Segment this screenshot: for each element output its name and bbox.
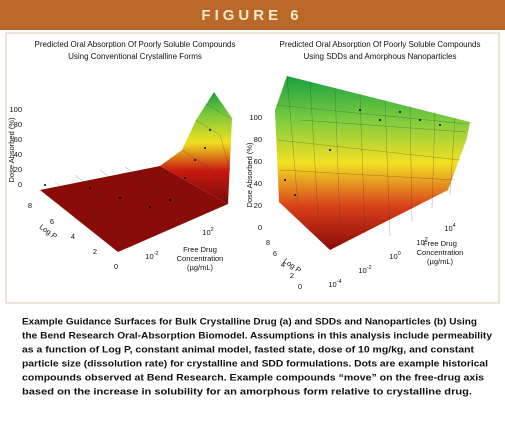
z-tick-label: 100 [249, 113, 262, 122]
z-tick-label: 40 [254, 179, 262, 188]
conc-axis-label: Concentration [177, 254, 224, 263]
z-tick-label: 60 [14, 135, 22, 144]
logp-tick-label: 2 [93, 247, 97, 256]
conc-axis-label: Free Drug [423, 239, 457, 248]
conc-tick-exp: 2 [425, 237, 428, 243]
conc-tick-exp: -2 [367, 265, 372, 271]
conc-tick-base: 10 [416, 238, 424, 247]
logp-tick-label: 6 [50, 217, 54, 226]
conc-axis-label: Concentration [417, 248, 464, 257]
conc-tick-base: 10 [202, 228, 210, 237]
surface-right [275, 75, 470, 250]
z-tick-label: 80 [254, 135, 262, 144]
conc-axis-label: Free Drug [183, 245, 217, 254]
logp-tick-label: 0 [114, 262, 118, 271]
panel-title: Predicted Oral Absorption Of Poorly Solu… [280, 40, 481, 49]
conc-tick-exp: 0 [398, 251, 401, 257]
conc-tick-base: 10 [145, 252, 153, 261]
caption-line: particle size (dissolution rate) for cry… [22, 359, 488, 370]
conc-tick-label: 100 [389, 251, 400, 261]
panel-title: Using SDDs and Amorphous Nanoparticles [304, 52, 457, 61]
surface-left [40, 92, 232, 252]
caption-line: compounds observed at Bend Research. Exa… [22, 373, 484, 384]
conc-tick-exp: -4 [337, 279, 342, 285]
z-tick-label: 20 [254, 201, 262, 210]
z-tick-label: 80 [14, 120, 22, 129]
conc-tick-label: 10-2 [145, 251, 158, 261]
z-axis-label: Dose Absorbed (%) [245, 142, 254, 208]
logp-tick-label: 8 [28, 201, 32, 210]
z-tick-label: 0 [258, 223, 262, 232]
panel-title: Using Conventional Crystalline Forms [68, 52, 202, 61]
conc-axis-label: (µg/mL) [187, 263, 213, 272]
conc-tick-label: 104 [444, 223, 455, 233]
z-axis-label: Dose Absorbed (%) [7, 117, 16, 183]
conc-tick-base: 10 [358, 266, 366, 275]
logp-tick-label: 2 [290, 271, 294, 280]
z-tick-label: 100 [9, 105, 22, 114]
z-tick-label: 20 [14, 165, 22, 174]
logp-tick-label: 4 [71, 232, 75, 241]
figure-frame [5, 32, 500, 304]
caption-line: Example Guidance Surfaces for Bulk Cryst… [22, 317, 477, 328]
logp-tick-label: 0 [298, 282, 302, 291]
panel-title: Predicted Oral Absorption Of Poorly Solu… [35, 40, 236, 49]
caption-line: based on the increase in solubility for … [22, 387, 472, 398]
conc-tick-label: 10-4 [328, 279, 341, 289]
header-label: FIGURE 6 [201, 7, 302, 24]
conc-axis-label: (µg/mL) [427, 257, 453, 266]
conc-tick-base: 10 [444, 224, 452, 233]
caption-line: the Bend Research Oral-Absorption Biomod… [22, 331, 493, 342]
logp-tick-label: 4 [281, 260, 285, 269]
logp-tick-label: 8 [266, 238, 270, 247]
conc-tick-base: 10 [389, 252, 397, 261]
logp-tick-label: 6 [273, 249, 277, 258]
header-bar [0, 0, 505, 30]
caption-line: as a function of Log P, constant animal … [22, 345, 475, 356]
z-tick-label: 60 [254, 157, 262, 166]
conc-tick-label: 102 [416, 237, 427, 247]
conc-tick-exp: 4 [453, 223, 456, 229]
logp-axis-label: Log P [38, 222, 59, 241]
z-tick-label: 40 [14, 150, 22, 159]
conc-tick-base: 10 [328, 280, 336, 289]
z-tick-label: 0 [18, 180, 22, 189]
conc-tick-exp: 2 [211, 227, 214, 233]
conc-tick-label: 102 [202, 227, 213, 237]
conc-tick-exp: -2 [154, 251, 159, 257]
conc-tick-label: 10-2 [358, 265, 371, 275]
